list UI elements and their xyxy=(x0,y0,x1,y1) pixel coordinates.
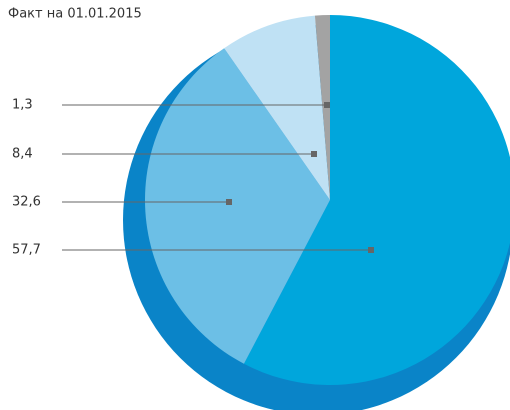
data-label: 1,3 xyxy=(12,98,33,113)
leader-marker xyxy=(368,247,374,253)
pie-slice xyxy=(243,15,510,385)
pie-slice xyxy=(314,15,330,200)
data-label: 8,4 xyxy=(12,147,33,162)
labels: 57,7 32,6 8,4 1,3 xyxy=(12,98,374,258)
data-label: 32,6 xyxy=(12,195,41,210)
data-label: 57,7 xyxy=(12,243,41,258)
leader-marker xyxy=(311,151,317,157)
slices xyxy=(145,15,510,385)
leader-marker xyxy=(226,199,232,205)
chart-title: Факт на 01.01.2015 xyxy=(8,7,142,22)
pie-slice xyxy=(145,48,330,364)
leader-marker xyxy=(324,102,330,108)
